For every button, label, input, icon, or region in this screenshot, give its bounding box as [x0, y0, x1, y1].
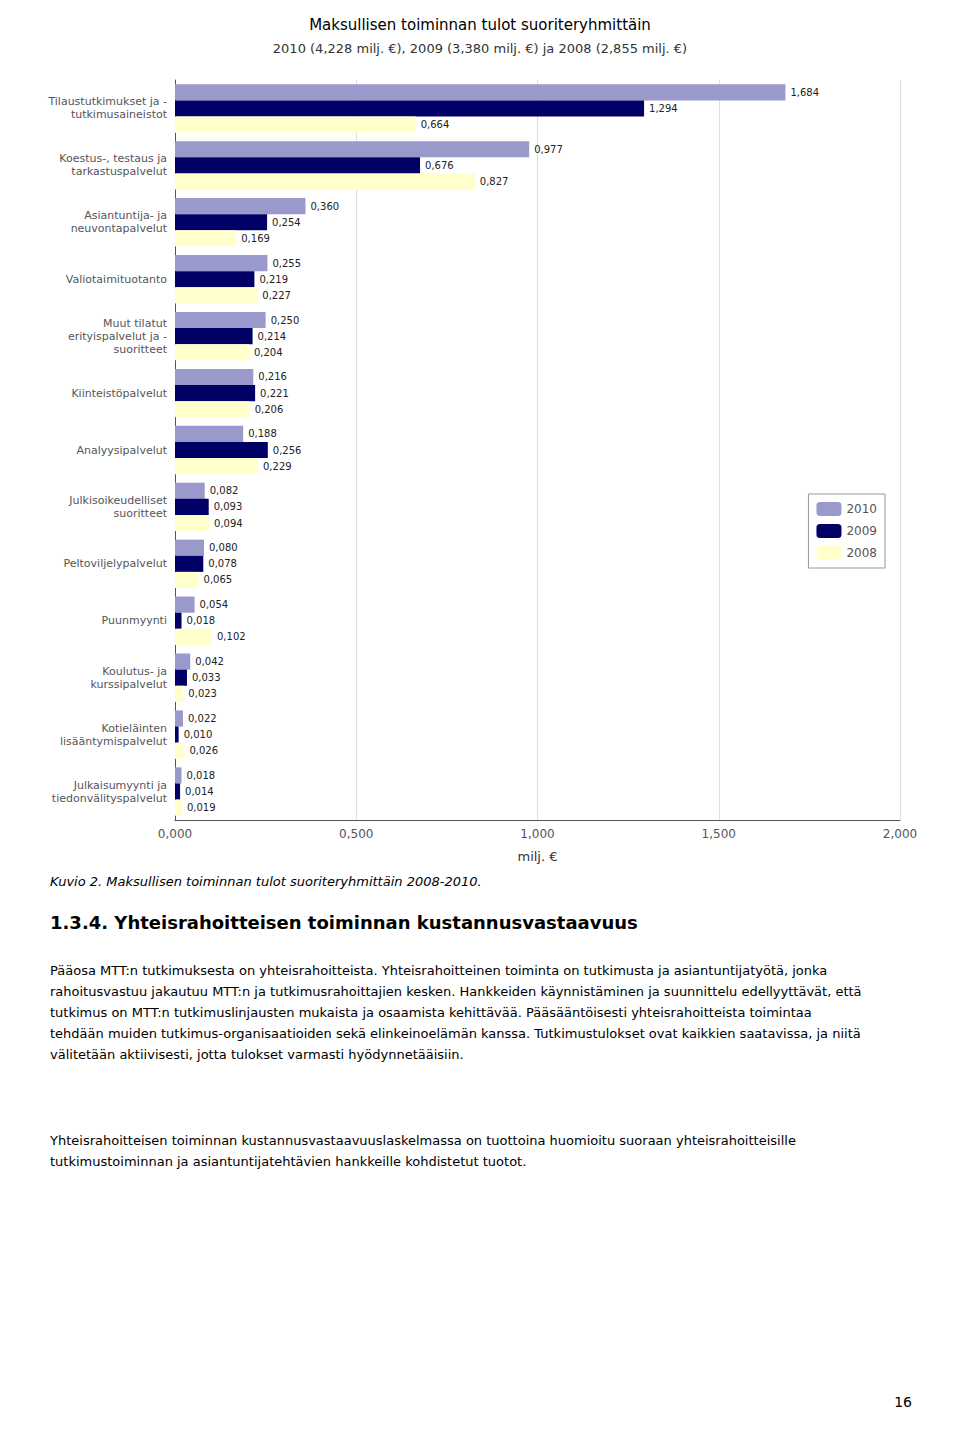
svg-text:tutkimusaineistot: tutkimusaineistot — [71, 108, 168, 121]
svg-text:0,042: 0,042 — [195, 656, 224, 667]
svg-text:16: 16 — [894, 1394, 912, 1410]
svg-text:0,078: 0,078 — [208, 558, 237, 569]
svg-text:milj. €: milj. € — [517, 849, 557, 864]
svg-text:0,018: 0,018 — [187, 615, 216, 626]
svg-text:2,000: 2,000 — [883, 827, 917, 841]
svg-text:1,000: 1,000 — [520, 827, 554, 841]
svg-text:0,221: 0,221 — [260, 388, 289, 399]
svg-text:Yhteisrahoitteisen toiminnan k: Yhteisrahoitteisen toiminnan kustannusva… — [49, 1133, 800, 1148]
svg-text:0,188: 0,188 — [248, 428, 277, 439]
svg-text:kurssipalvelut: kurssipalvelut — [91, 678, 168, 691]
svg-text:Puunmyynti: Puunmyynti — [102, 614, 167, 627]
svg-text:tutkimus on MTT:n tutkimuslinj: tutkimus on MTT:n tutkimuslinjausten muk… — [50, 1005, 816, 1020]
svg-text:suoritteet: suoritteet — [114, 507, 168, 520]
svg-text:0,827: 0,827 — [480, 176, 509, 187]
svg-text:0,000: 0,000 — [158, 827, 192, 841]
svg-text:0,014: 0,014 — [185, 786, 214, 797]
svg-text:1,294: 1,294 — [649, 103, 678, 114]
svg-text:0,219: 0,219 — [259, 274, 288, 285]
svg-text:välitetään aktiivisesti, jotta: välitetään aktiivisesti, jotta tulokset … — [50, 1047, 464, 1062]
svg-text:0,255: 0,255 — [272, 258, 301, 269]
svg-text:0,256: 0,256 — [273, 445, 302, 456]
svg-text:0,018: 0,018 — [187, 770, 216, 781]
svg-text:neuvontapalvelut: neuvontapalvelut — [71, 222, 168, 235]
svg-text:1,684: 1,684 — [790, 87, 819, 98]
svg-text:rahoitusvastuu jakautuu MTT:n: rahoitusvastuu jakautuu MTT:n ja tutkimu… — [50, 984, 866, 999]
svg-text:0,204: 0,204 — [254, 347, 283, 358]
svg-text:Koulutus- ja: Koulutus- ja — [102, 665, 167, 678]
svg-text:2008: 2008 — [846, 546, 877, 560]
svg-text:Valiotaimituotanto: Valiotaimituotanto — [66, 273, 167, 286]
svg-text:0,250: 0,250 — [271, 315, 300, 326]
svg-text:0,977: 0,977 — [534, 144, 563, 155]
svg-text:0,214: 0,214 — [258, 331, 287, 342]
svg-text:0,254: 0,254 — [272, 217, 301, 228]
svg-text:lisääntymispalvelut: lisääntymispalvelut — [60, 735, 168, 748]
svg-text:2010 (4,228 milj. €), 2009 (3,: 2010 (4,228 milj. €), 2009 (3,380 milj. … — [273, 41, 687, 56]
svg-text:suoritteet: suoritteet — [114, 343, 168, 356]
svg-text:tehdään muiden tutkimus-organi: tehdään muiden tutkimus-organisaatioiden… — [50, 1026, 865, 1041]
svg-text:0,022: 0,022 — [188, 713, 217, 724]
svg-text:1,500: 1,500 — [702, 827, 736, 841]
svg-text:0,019: 0,019 — [187, 802, 216, 813]
svg-text:Maksullisen toiminnan tulot su: Maksullisen toiminnan tulot suoriteryhmi… — [309, 16, 651, 34]
svg-text:Pääosa MTT:n tutkimuksesta on: Pääosa MTT:n tutkimuksesta on yhteisraho… — [50, 963, 831, 978]
svg-text:Kiinteistöpalvelut: Kiinteistöpalvelut — [71, 387, 167, 400]
svg-text:Tilaustutkimukset ja -: Tilaustutkimukset ja - — [47, 95, 167, 108]
svg-text:0,216: 0,216 — [258, 371, 287, 382]
svg-text:2010: 2010 — [846, 502, 877, 516]
svg-text:0,500: 0,500 — [339, 827, 373, 841]
svg-text:0,080: 0,080 — [209, 542, 238, 553]
svg-text:0,010: 0,010 — [184, 729, 213, 740]
svg-text:Julkisoikeudelliset: Julkisoikeudelliset — [68, 494, 167, 507]
svg-text:Asiantuntija- ja: Asiantuntija- ja — [84, 209, 167, 222]
svg-text:tiedonvälityspalvelut: tiedonvälityspalvelut — [52, 792, 168, 805]
svg-text:0,229: 0,229 — [263, 461, 292, 472]
svg-text:1.3.4. Yhteisrahoitteisen toim: 1.3.4. Yhteisrahoitteisen toiminnan kust… — [50, 912, 638, 933]
svg-text:0,102: 0,102 — [217, 631, 246, 642]
svg-text:Kuvio 2. Maksullisen toiminnan: Kuvio 2. Maksullisen toiminnan tulot suo… — [50, 874, 482, 889]
svg-text:0,054: 0,054 — [200, 599, 229, 610]
svg-text:Kotieläinten: Kotieläinten — [102, 722, 167, 735]
svg-text:Julkaisumyynti ja: Julkaisumyynti ja — [73, 779, 167, 792]
svg-text:erityispalvelut ja -: erityispalvelut ja - — [68, 330, 167, 343]
svg-text:0,664: 0,664 — [421, 119, 450, 130]
svg-text:2009: 2009 — [846, 524, 877, 538]
svg-text:0,093: 0,093 — [214, 501, 243, 512]
svg-text:0,206: 0,206 — [255, 404, 284, 415]
svg-text:0,023: 0,023 — [188, 688, 217, 699]
svg-text:0,227: 0,227 — [262, 290, 291, 301]
svg-text:Koestus-, testaus ja: Koestus-, testaus ja — [59, 152, 167, 165]
svg-text:0,026: 0,026 — [189, 745, 218, 756]
svg-text:Analyysipalvelut: Analyysipalvelut — [77, 444, 168, 457]
svg-text:Peltoviljelypalvelut: Peltoviljelypalvelut — [63, 557, 167, 570]
svg-text:Muut tilatut: Muut tilatut — [103, 317, 168, 330]
svg-text:0,082: 0,082 — [210, 485, 239, 496]
svg-text:tarkastuspalvelut: tarkastuspalvelut — [71, 165, 167, 178]
svg-text:0,169: 0,169 — [241, 233, 270, 244]
svg-text:0,033: 0,033 — [192, 672, 221, 683]
svg-text:tutkimustoiminnan ja asiantunt: tutkimustoiminnan ja asiantuntijatehtävi… — [50, 1154, 526, 1169]
svg-text:0,094: 0,094 — [214, 518, 243, 529]
svg-text:0,065: 0,065 — [204, 574, 233, 585]
svg-text:0,676: 0,676 — [425, 160, 454, 171]
svg-text:0,360: 0,360 — [311, 201, 340, 212]
